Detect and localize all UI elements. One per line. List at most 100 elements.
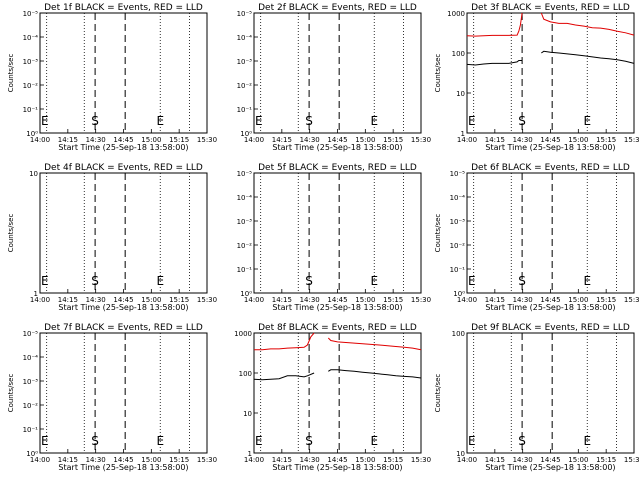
x-tick-label: 15:00: [141, 456, 161, 464]
x-tick-label: 15:15: [169, 456, 189, 464]
event-marker-e: E: [468, 274, 476, 288]
x-axis-label: Start Time (25-Sep-18 13:58:00): [58, 303, 188, 312]
x-tick-label: 15:15: [383, 456, 403, 464]
y-axis-label: Counts/sec: [434, 54, 442, 93]
chart-panel-3: Det 3f BLACK = Events, RED = LLD 14:00 14:…: [434, 3, 640, 152]
plot-frame: [39, 12, 208, 134]
event-marker-e: E: [370, 434, 378, 448]
y-tick-label: 10⁻⁵: [23, 330, 39, 338]
series-line-events: [541, 50, 635, 64]
x-axis-label: Start Time (25-Sep-18 13:58:00): [485, 143, 615, 152]
x-tick-label: 14:30: [513, 136, 533, 144]
event-marker-s: S: [518, 434, 526, 448]
x-axis-label: Start Time (25-Sep-18 13:58:00): [485, 303, 615, 312]
x-tick-label: 14:45: [113, 136, 133, 144]
y-tick-label: 10⁻⁵: [237, 10, 253, 18]
x-tick-label: 15:30: [197, 296, 217, 304]
y-tick-label: 10⁰: [240, 290, 252, 298]
y-axis-label: Counts/sec: [7, 374, 15, 413]
y-tick-label: 10: [456, 450, 465, 458]
x-tick-label: 14:00: [457, 296, 477, 304]
chart-title: Det 8f BLACK = Events, RED = LLD: [258, 323, 417, 333]
x-tick-label: 14:00: [244, 136, 264, 144]
event-marker-s: S: [305, 434, 313, 448]
plot-frame: [466, 172, 635, 294]
event-marker-s: S: [305, 114, 313, 128]
x-tick-label: 15:00: [568, 296, 588, 304]
x-axis-label: Start Time (25-Sep-18 13:58:00): [272, 303, 402, 312]
y-tick-label: 100: [239, 370, 252, 378]
x-tick-label: 14:45: [113, 296, 133, 304]
y-tick-label: 10: [456, 90, 465, 98]
event-marker-s: S: [305, 274, 313, 288]
y-axis-label: Counts/sec: [434, 374, 442, 413]
y-tick-label: 1: [461, 130, 465, 138]
x-tick-label: 14:45: [327, 296, 347, 304]
event-marker-e: E: [41, 114, 49, 128]
x-tick-label: 14:15: [58, 136, 78, 144]
y-tick-label: 10⁻⁵: [450, 170, 466, 178]
event-marker-s: S: [91, 114, 99, 128]
event-marker-e: E: [156, 434, 164, 448]
x-tick-label: 14:15: [58, 296, 78, 304]
chart-panel-6: Det 6f BLACK = Events, RED = LLD 14:00 14:…: [434, 163, 640, 312]
event-marker-e: E: [370, 114, 378, 128]
x-tick-label: 15:15: [596, 456, 616, 464]
x-tick-label: 14:15: [272, 296, 292, 304]
x-tick-label: 14:15: [485, 296, 505, 304]
plot-frame: [39, 332, 208, 454]
x-tick-label: 15:00: [355, 296, 375, 304]
chart-title: Det 7f BLACK = Events, RED = LLD: [44, 323, 203, 333]
x-tick-label: 15:00: [141, 296, 161, 304]
x-tick-label: 15:30: [411, 136, 431, 144]
plot-frame: [253, 12, 422, 134]
x-tick-label: 15:00: [355, 136, 375, 144]
x-tick-label: 15:00: [355, 456, 375, 464]
y-tick-label: 10⁰: [240, 130, 252, 138]
event-marker-e: E: [468, 434, 476, 448]
y-tick-label: 10⁻²: [23, 402, 39, 410]
y-axis-label: Counts/sec: [7, 214, 15, 253]
chart-title: Det 4f BLACK = Events, RED = LLD: [44, 163, 203, 173]
y-tick-label: 100: [452, 330, 465, 338]
y-tick-label: 10⁰: [26, 450, 38, 458]
event-marker-s: S: [518, 274, 526, 288]
x-tick-label: 14:15: [58, 456, 78, 464]
chart-title: Det 9f BLACK = Events, RED = LLD: [471, 323, 630, 333]
x-tick-label: 14:00: [30, 296, 50, 304]
x-axis-label: Start Time (25-Sep-18 13:58:00): [272, 143, 402, 152]
x-tick-label: 14:30: [300, 456, 320, 464]
x-tick-label: 15:30: [624, 456, 640, 464]
x-tick-label: 14:45: [540, 136, 560, 144]
y-tick-label: 1000: [447, 10, 465, 18]
y-tick-label: 10⁻⁵: [23, 10, 39, 18]
chart-panel-5: Det 5f BLACK = Events, RED = LLD 14:00 14:…: [237, 163, 432, 312]
y-tick-label: 10⁻³: [237, 58, 253, 66]
y-tick-label: 10⁻³: [237, 218, 253, 226]
x-axis-label: Start Time (25-Sep-18 13:58:00): [58, 463, 188, 472]
y-tick-label: 10⁻²: [450, 242, 466, 250]
y-axis-label: Counts/sec: [434, 214, 442, 253]
y-axis-label: Counts/sec: [7, 54, 15, 93]
x-tick-label: 14:30: [513, 296, 533, 304]
chart-title: Det 1f BLACK = Events, RED = LLD: [44, 3, 203, 13]
event-marker-e: E: [583, 434, 591, 448]
chart-title: Det 6f BLACK = Events, RED = LLD: [471, 163, 630, 173]
x-tick-label: 15:30: [624, 296, 640, 304]
y-tick-label: 10⁻³: [23, 378, 39, 386]
x-tick-label: 15:15: [596, 296, 616, 304]
y-tick-label: 10⁻⁴: [23, 34, 39, 42]
x-tick-label: 15:30: [411, 456, 431, 464]
y-tick-label: 10⁻¹: [237, 106, 253, 114]
event-marker-e: E: [41, 434, 49, 448]
chart-panel-7: Det 7f BLACK = Events, RED = LLD 14:00 14:…: [7, 323, 217, 472]
x-axis-label: Start Time (25-Sep-18 13:58:00): [58, 143, 188, 152]
chart-panel-8: Det 8f BLACK = Events, RED = LLD 14:00 14:…: [234, 323, 431, 472]
y-tick-label: 10: [243, 410, 252, 418]
y-tick-label: 10⁻⁴: [237, 194, 253, 202]
y-tick-label: 10⁻⁵: [237, 170, 253, 178]
event-marker-e: E: [255, 434, 263, 448]
y-tick-label: 10⁰: [26, 130, 38, 138]
y-tick-label: 10⁻²: [23, 82, 39, 90]
x-tick-label: 14:45: [327, 136, 347, 144]
